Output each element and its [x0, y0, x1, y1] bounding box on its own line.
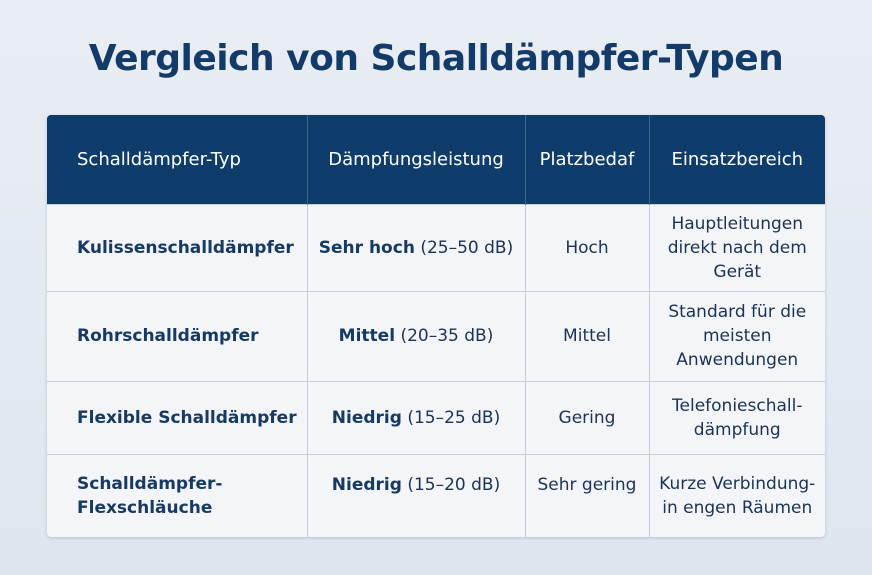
table-row: Schalldämpfer-Flexschläuche Niedrig (15–… [47, 453, 825, 537]
performance-range: (20–35 dB) [400, 326, 494, 346]
header-space: Platzbedaf [525, 115, 650, 204]
cell-usage: Kurze Verbindung-in engen Räumen [649, 453, 825, 537]
performance-level: Mittel [338, 326, 396, 346]
header-usage: Einsatzbereich [649, 115, 825, 204]
comparison-table: Schalldämpfer-Typ Dämpfungsleistung Plat… [47, 115, 825, 537]
table-row: Rohrschalldämpfer Mittel (20–35 dB) Mitt… [47, 290, 825, 381]
cell-type: Flexible Schalldämpfer [47, 380, 308, 454]
cell-performance: Niedrig (15–20 dB) [307, 453, 526, 537]
cell-performance: Sehr hoch (25–50 dB) [307, 203, 526, 291]
cell-space: Mittel [525, 290, 650, 381]
cell-space: Hoch [525, 203, 650, 291]
page-title: Vergleich von Schalldämpfer-Typen [88, 38, 784, 79]
performance-level: Niedrig [331, 474, 402, 495]
performance-range: (15–20 dB) [407, 474, 501, 495]
cell-space: Gering [525, 380, 650, 454]
cell-space: Sehr gering [525, 453, 650, 537]
header-type: Schalldämpfer-Typ [47, 115, 308, 204]
cell-type: Kulissenschalldämpfer [47, 203, 308, 291]
cell-type: Schalldämpfer-Flexschläuche [47, 453, 308, 537]
performance-range: (25–50 dB) [420, 237, 514, 258]
cell-performance: Niedrig (15–25 dB) [307, 380, 526, 454]
table-row: Kulissenschalldämpfer Sehr hoch (25–50 d… [47, 203, 825, 291]
performance-level: Niedrig [331, 407, 402, 428]
comparison-table-grid: Schalldämpfer-Typ Dämpfungsleistung Plat… [47, 115, 825, 537]
cell-usage: Telefonieschall-dämpfung [649, 380, 825, 454]
cell-usage: Standard für die meisten Anwendungen [649, 290, 825, 381]
table-row: Flexible Schalldämpfer Niedrig (15–25 dB… [47, 380, 825, 454]
cell-performance: Mittel (20–35 dB) [307, 290, 526, 381]
performance-range: (15–25 dB) [407, 407, 501, 428]
performance-level: Sehr hoch [318, 237, 415, 258]
cell-usage: Hauptleitungen direkt nach dem Gerät [649, 203, 825, 291]
cell-type: Rohrschalldämpfer [47, 290, 308, 381]
header-performance: Dämpfungsleistung [307, 115, 526, 204]
table-header-row: Schalldämpfer-Typ Dämpfungsleistung Plat… [47, 115, 825, 204]
